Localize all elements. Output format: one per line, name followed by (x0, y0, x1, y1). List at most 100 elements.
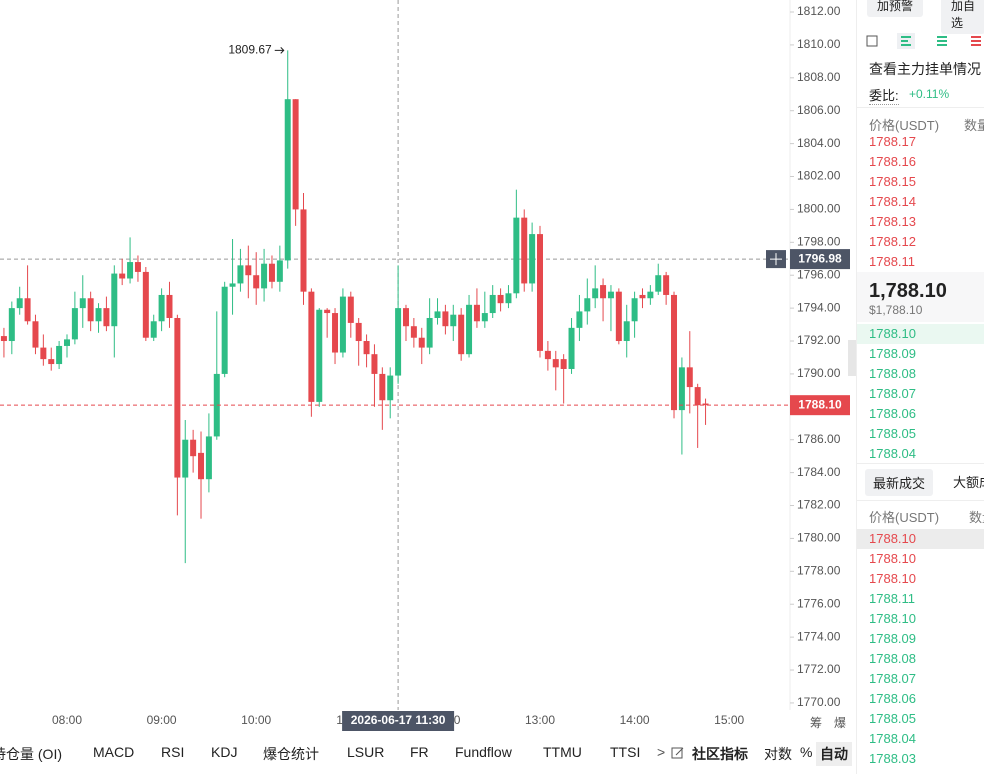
crosshair-price-label: 1796.98 (798, 251, 842, 265)
icon-part (675, 747, 684, 756)
auto-toggle[interactable]: 自动 (816, 742, 852, 766)
alert-button[interactable]: 加预警 (867, 0, 924, 17)
last-price: 1,788.10 (869, 280, 947, 302)
indicator-tab[interactable]: LSUR (347, 744, 385, 760)
ask-price[interactable]: 1788.12 (869, 234, 916, 249)
candle-body (182, 439, 189, 478)
indicator-tab[interactable]: TTSI (610, 744, 641, 760)
percent-toggle[interactable]: % (800, 744, 813, 760)
candle-body (56, 345, 63, 365)
y-tick-label: 1812.00 (797, 4, 841, 18)
side-tool[interactable]: 爆 (834, 716, 846, 730)
indicator-tab[interactable]: TTMU (543, 744, 582, 760)
last-price-usd: $1,788.10 (869, 303, 923, 317)
candle-body (284, 99, 291, 261)
candle-body (702, 403, 709, 406)
icon[interactable] (971, 36, 981, 46)
tab-latest[interactable]: 最新成交 (865, 469, 934, 496)
trade-price[interactable]: 1788.11 (869, 591, 916, 606)
ask-price[interactable]: 1788.14 (869, 194, 916, 209)
y-tick-label: 1794.00 (797, 300, 841, 314)
tab-large[interactable]: 大额成交 (953, 475, 984, 490)
candle-body (529, 234, 536, 284)
candle-body (584, 298, 591, 312)
bid-price[interactable]: 1788.08 (869, 366, 916, 381)
ask-price[interactable]: 1788.11 (869, 254, 916, 269)
y-tick-label: 1806.00 (797, 103, 841, 117)
candle-body (111, 273, 118, 327)
candle-body (95, 308, 102, 322)
divider (857, 107, 984, 108)
indicator-tab[interactable]: MACD (93, 744, 135, 760)
more-button[interactable]: > (657, 744, 666, 760)
trade-price[interactable]: 1788.10 (857, 529, 984, 549)
y-tick-label: 1804.00 (797, 136, 841, 150)
candle-body (481, 313, 488, 322)
icon[interactable] (937, 36, 947, 46)
watch-button[interactable]: 加自选 (941, 0, 984, 34)
candle-body (64, 339, 70, 346)
bid-price[interactable]: 1788.07 (869, 386, 916, 401)
indicator-tab[interactable]: FR (410, 744, 429, 760)
trade-price[interactable]: 1788.10 (869, 571, 916, 586)
panel-handle[interactable] (848, 340, 856, 376)
ask-price[interactable]: 1788.13 (869, 214, 916, 229)
candle-body (261, 263, 268, 289)
trade-price[interactable]: 1788.09 (869, 631, 916, 646)
candle-body (387, 375, 394, 401)
ask-price[interactable]: 1788.17 (869, 134, 916, 149)
x-tick-label: 08:00 (52, 713, 82, 727)
x-tick-label: 13:00 (525, 713, 555, 727)
edit-icon[interactable] (671, 746, 685, 760)
bid-price[interactable]: 1788.04 (869, 446, 916, 461)
candle-body (355, 322, 362, 342)
indicator-tab[interactable]: 持仓量 (OI) (0, 746, 62, 762)
bid-price[interactable]: 1788.09 (869, 346, 916, 361)
y-tick-label: 1772.00 (797, 662, 841, 676)
indicator-tab[interactable]: KDJ (211, 744, 238, 760)
candle-body (166, 294, 173, 318)
trade-price[interactable]: 1788.08 (869, 651, 916, 666)
ask-price[interactable]: 1788.15 (869, 174, 916, 189)
candle-body (655, 275, 662, 292)
trade-price[interactable]: 1788.10 (869, 551, 916, 566)
trade-price[interactable]: 1788.05 (869, 711, 916, 726)
candle-body (253, 275, 260, 289)
indicator-tab[interactable]: Fundflow (455, 744, 512, 760)
indicator-tab[interactable]: 爆仓统计 (263, 746, 319, 762)
candle-body (576, 311, 583, 328)
candle-body (198, 452, 205, 480)
trade-price[interactable]: 1788.10 (869, 611, 916, 626)
ratio-label: 委比: (869, 85, 899, 105)
y-tick-label: 1798.00 (797, 234, 841, 248)
indicator-tab[interactable]: RSI (161, 744, 185, 760)
amount-header: 数量 (969, 510, 984, 525)
trade-price[interactable]: 1788.04 (869, 731, 916, 746)
log-toggle[interactable]: 对数 (764, 746, 792, 762)
bid-price[interactable]: 1788.06 (869, 406, 916, 421)
ask-price[interactable]: 1788.16 (869, 154, 916, 169)
community-indicators[interactable]: 社区指标 (692, 746, 748, 762)
bid-price[interactable]: 1788.05 (869, 426, 916, 441)
candle-body (24, 298, 31, 322)
candle-body (544, 350, 551, 360)
annotation-arrow (274, 46, 285, 54)
trade-price[interactable]: 1788.03 (869, 751, 916, 766)
trade-price[interactable]: 1788.06 (869, 691, 916, 706)
candle-body (442, 311, 449, 327)
candle-body (513, 217, 520, 294)
icon[interactable] (901, 36, 911, 46)
side-tool[interactable]: 筹 (810, 716, 822, 730)
y-tick-label: 1782.00 (797, 498, 841, 512)
trade-price[interactable]: 1788.07 (869, 671, 916, 686)
candle-body (434, 311, 441, 318)
candle-body (458, 314, 465, 355)
candle-body (142, 271, 149, 338)
bid-price[interactable]: 1788.10 (857, 324, 984, 344)
candle-body (631, 298, 638, 322)
big-orders-link[interactable]: 查看主力挂单情况 (869, 61, 981, 77)
icon[interactable] (866, 35, 878, 47)
candle-body (639, 294, 646, 299)
candle-body (371, 354, 378, 374)
candle-body (127, 262, 134, 279)
